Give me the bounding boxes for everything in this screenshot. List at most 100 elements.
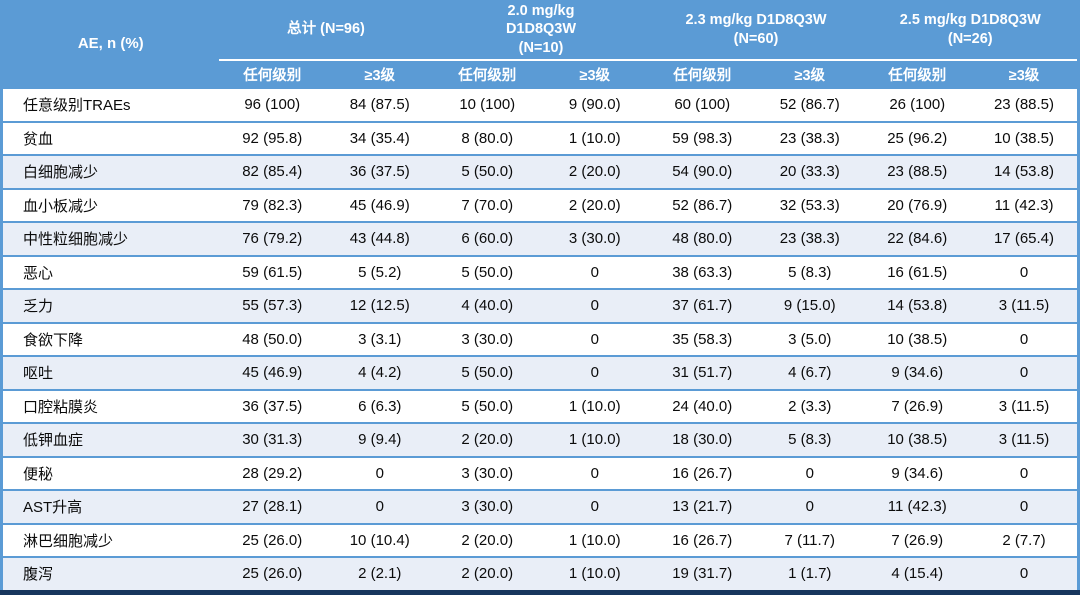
table-cell: 0 [541, 321, 649, 356]
ae-label: 白细胞减少 [1, 154, 219, 189]
table-cell: 5 (8.3) [756, 254, 864, 289]
table-cell: 0 [971, 254, 1079, 289]
table-cell: 37 (61.7) [648, 288, 756, 323]
table-cell: 34 (35.4) [326, 120, 434, 155]
table-cell: 3 (11.5) [971, 388, 1079, 423]
table-cell: 4 (6.7) [756, 355, 864, 390]
table-cell: 38 (63.3) [648, 254, 756, 289]
table-cell: 3 (11.5) [971, 288, 1079, 323]
table-row: 低钾血症 30 (31.3) 9 (9.4) 2 (20.0) 1 (10.0) 18 (… [1, 422, 1079, 457]
table-cell: 10 (38.5) [863, 422, 971, 457]
table-cell: 9 (90.0) [541, 87, 649, 122]
table-row: 中性粒细胞减少 76 (79.2) 43 (44.8) 6 (60.0) 3 (30.0… [1, 221, 1079, 256]
table-row: 白细胞减少 82 (85.4) 36 (37.5) 5 (50.0) 2 (20.0) 5… [1, 154, 1079, 189]
table-cell: 25 (96.2) [863, 120, 971, 155]
table-cell: 20 (76.9) [863, 187, 971, 222]
table-cell: 27 (28.1) [218, 489, 326, 524]
table-cell: 5 (50.0) [433, 355, 541, 390]
ae-label: 低钾血症 [1, 422, 219, 457]
table-cell: 10 (100) [433, 87, 541, 122]
table-cell: 14 (53.8) [863, 288, 971, 323]
table-cell: 13 (21.7) [648, 489, 756, 524]
ae-label: 贫血 [1, 120, 219, 155]
table-cell: 9 (15.0) [756, 288, 864, 323]
table-cell: 4 (4.2) [326, 355, 434, 390]
table-cell: 10 (38.5) [971, 120, 1079, 155]
table-cell: 5 (50.0) [433, 154, 541, 189]
ae-label: 食欲下降 [1, 321, 219, 356]
table-cell: 11 (42.3) [863, 489, 971, 524]
table-cell: 43 (44.8) [326, 221, 434, 256]
table-cell: 3 (11.5) [971, 422, 1079, 457]
table-cell: 10 (10.4) [326, 522, 434, 557]
table-cell: 10 (38.5) [863, 321, 971, 356]
table-cell: 20 (33.3) [756, 154, 864, 189]
table-cell: 0 [756, 455, 864, 490]
ae-label: 中性粒细胞减少 [1, 221, 219, 256]
table-row: 口腔粘膜炎 36 (37.5) 6 (6.3) 5 (50.0) 1 (10.0) 24 … [1, 388, 1079, 423]
table-row: 淋巴细胞减少 25 (26.0) 10 (10.4) 2 (20.0) 1 (10.0)… [1, 522, 1079, 557]
table-cell: 5 (50.0) [433, 388, 541, 423]
table-row: 恶心 59 (61.5) 5 (5.2) 5 (50.0) 0 38 (63.3) 5 (8… [1, 254, 1079, 289]
ae-label: 呕吐 [1, 355, 219, 390]
table-cell: 16 (26.7) [648, 522, 756, 557]
table-cell: 1 (10.0) [541, 556, 649, 592]
table-cell: 35 (58.3) [648, 321, 756, 356]
table-cell: 0 [971, 355, 1079, 390]
table-cell: 0 [541, 254, 649, 289]
table-row: 任意级别TRAEs 96 (100) 84 (87.5) 10 (100) 9 (90.… [1, 87, 1079, 122]
table-cell: 0 [541, 288, 649, 323]
table-cell: 2 (3.3) [756, 388, 864, 423]
sub-header-3: ≥3级 [541, 59, 649, 88]
corner-header-ae: AE, n (%) [1, 0, 219, 88]
group-header-1: 2.0 mg/kg D1D8Q3W (N=10) [433, 0, 649, 60]
table-body: 任意级别TRAEs 96 (100) 84 (87.5) 10 (100) 9 (90.… [1, 87, 1079, 592]
table-cell: 82 (85.4) [218, 154, 326, 189]
ae-label: 便秘 [1, 455, 219, 490]
table-cell: 1 (10.0) [541, 120, 649, 155]
table-row: AST升高 27 (28.1) 0 3 (30.0) 0 13 (21.7) 0 11 (42… [1, 489, 1079, 524]
table-cell: 25 (26.0) [218, 556, 326, 592]
table-cell: 2 (20.0) [541, 154, 649, 189]
table-cell: 24 (40.0) [648, 388, 756, 423]
table-row: 贫血 92 (95.8) 34 (35.4) 8 (80.0) 1 (10.0) 59 (… [1, 120, 1079, 155]
table-cell: 36 (37.5) [218, 388, 326, 423]
table-row: 腹泻 25 (26.0) 2 (2.1) 2 (20.0) 1 (10.0) 19 (31… [1, 556, 1079, 592]
table-cell: 9 (34.6) [863, 455, 971, 490]
ae-label: 腹泻 [1, 556, 219, 592]
table-row: 呕吐 45 (46.9) 4 (4.2) 5 (50.0) 0 31 (51.7) 4 (6… [1, 355, 1079, 390]
table-row: 血小板减少 79 (82.3) 45 (46.9) 7 (70.0) 2 (20.0) 5… [1, 187, 1079, 222]
table-cell: 23 (38.3) [756, 221, 864, 256]
table-cell: 26 (100) [863, 87, 971, 122]
table-cell: 18 (30.0) [648, 422, 756, 457]
table-cell: 96 (100) [218, 87, 326, 122]
table-cell: 76 (79.2) [218, 221, 326, 256]
table-cell: 2 (20.0) [541, 187, 649, 222]
sub-header-2: 任何级别 [433, 59, 541, 88]
table-cell: 3 (30.0) [433, 489, 541, 524]
group-header-row: AE, n (%) 总计 (N=96) 2.0 mg/kg D1D8Q3W (N=… [1, 0, 1079, 88]
table-cell: 2 (20.0) [433, 556, 541, 592]
table-cell: 7 (70.0) [433, 187, 541, 222]
sub-header-6: 任何级别 [863, 59, 971, 88]
table-cell: 0 [971, 489, 1079, 524]
table-cell: 0 [541, 355, 649, 390]
sub-header-4: 任何级别 [648, 59, 756, 88]
table-cell: 5 (50.0) [433, 254, 541, 289]
sub-header-row: 任何级别 ≥3级 任何级别 ≥3级 任何级别 ≥3级 任何级别 ≥3级 [2, 59, 1079, 88]
table-cell: 6 (6.3) [326, 388, 434, 423]
table-cell: 0 [326, 455, 434, 490]
table-cell: 2 (20.0) [433, 522, 541, 557]
table-cell: 2 (20.0) [433, 422, 541, 457]
table-cell: 3 (3.1) [326, 321, 434, 356]
table-cell: 0 [971, 556, 1079, 592]
table-cell: 28 (29.2) [218, 455, 326, 490]
ae-label: 乏力 [1, 288, 219, 323]
table-cell: 25 (26.0) [218, 522, 326, 557]
table-cell: 1 (1.7) [756, 556, 864, 592]
table-cell: 6 (60.0) [433, 221, 541, 256]
table-cell: 16 (61.5) [863, 254, 971, 289]
table-cell: 3 (5.0) [756, 321, 864, 356]
table-cell: 48 (50.0) [218, 321, 326, 356]
